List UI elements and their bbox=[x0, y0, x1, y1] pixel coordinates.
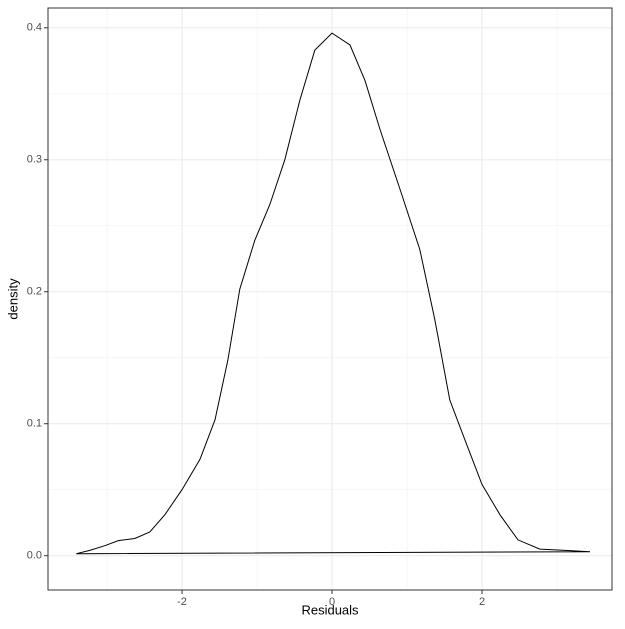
y-tick-label: 0.1 bbox=[27, 418, 42, 430]
x-axis-title: Residuals bbox=[301, 602, 359, 617]
panel-border bbox=[47, 7, 613, 591]
x-tick-label: 2 bbox=[479, 596, 485, 608]
y-axis-title: density bbox=[5, 278, 20, 320]
y-tick-label: 0.2 bbox=[27, 286, 42, 298]
density-curve bbox=[76, 32, 591, 555]
x-tick-label: 0 bbox=[329, 596, 335, 608]
y-tick-label: 0.4 bbox=[27, 22, 42, 34]
y-tick-label: 0.3 bbox=[27, 154, 42, 166]
y-tick-label: 0.0 bbox=[27, 550, 42, 562]
x-tick-label: -2 bbox=[177, 596, 187, 608]
